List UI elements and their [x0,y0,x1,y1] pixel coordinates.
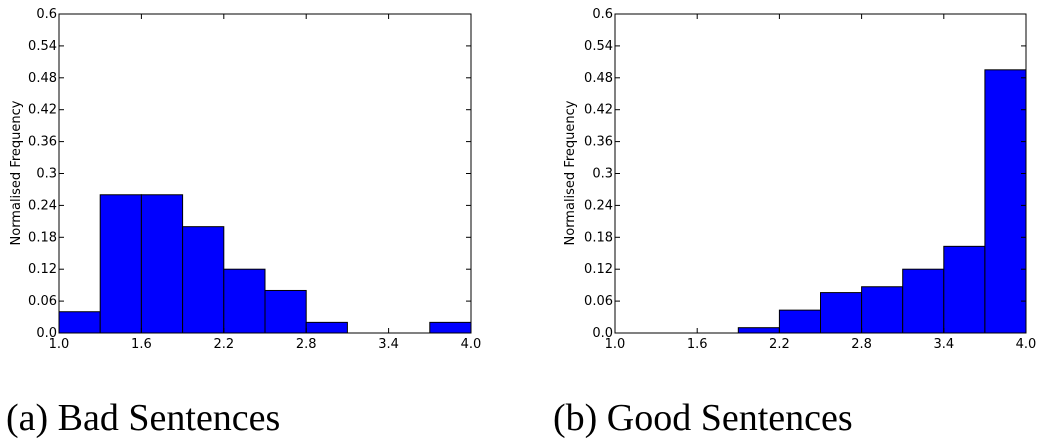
y-tick-label: 0.0 [36,326,57,341]
histogram-bar [943,245,986,334]
y-tick-label: 0.42 [584,103,613,118]
y-tick-label: 0.42 [28,103,57,118]
x-tick-label: 1.0 [605,337,626,352]
x-tick-label: 4.0 [1016,337,1037,352]
x-tick-label: 1.0 [49,337,70,352]
x-tick-label: 2.8 [296,337,317,352]
x-tick-label: 2.2 [769,337,790,352]
y-tick-label: 0.48 [28,71,57,86]
x-tick-label: 4.0 [461,337,482,352]
y-axis-label: Normalised Frequency [9,100,24,245]
y-tick-label: 0.3 [592,167,613,182]
caption-good-sentences: (b) Good Sentences [553,397,853,439]
x-tick-label: 1.6 [687,337,708,352]
y-tick-label: 0.18 [28,230,57,245]
y-tick-label: 0.06 [584,294,613,309]
y-tick-label: 0.3 [36,167,57,182]
histogram-bar [820,292,863,334]
y-axis-label: Normalised Frequency [563,100,578,245]
y-tick-label: 0.24 [584,198,613,213]
histogram-bar [778,309,822,334]
y-tick-label: 0.12 [584,262,613,277]
y-tick-label: 0.54 [28,39,57,54]
histogram-bar [140,194,184,334]
histogram-bar [99,194,142,334]
y-tick-label: 0.0 [592,326,613,341]
y-tick-label: 0.12 [28,262,57,277]
histogram-bar [737,327,780,334]
y-tick-label: 0.36 [584,135,613,150]
histogram-bar [984,69,1027,334]
y-tick-label: 0.6 [592,7,613,22]
y-tick-label: 0.36 [28,135,57,150]
caption-bad-sentences: (a) Bad Sentences [6,397,281,439]
histogram-bar [902,268,945,334]
histogram-bar [861,286,904,334]
histogram-bar [182,226,225,334]
x-tick-label: 3.4 [378,337,399,352]
x-tick-label: 3.4 [933,337,954,352]
y-tick-label: 0.06 [28,294,57,309]
x-tick-label: 1.6 [131,337,152,352]
y-tick-label: 0.18 [584,230,613,245]
y-tick-label: 0.6 [36,7,57,22]
y-tick-label: 0.48 [584,71,613,86]
x-tick-label: 2.2 [213,337,234,352]
y-tick-label: 0.54 [584,39,613,54]
x-tick-label: 2.8 [851,337,872,352]
y-tick-label: 0.24 [28,198,57,213]
